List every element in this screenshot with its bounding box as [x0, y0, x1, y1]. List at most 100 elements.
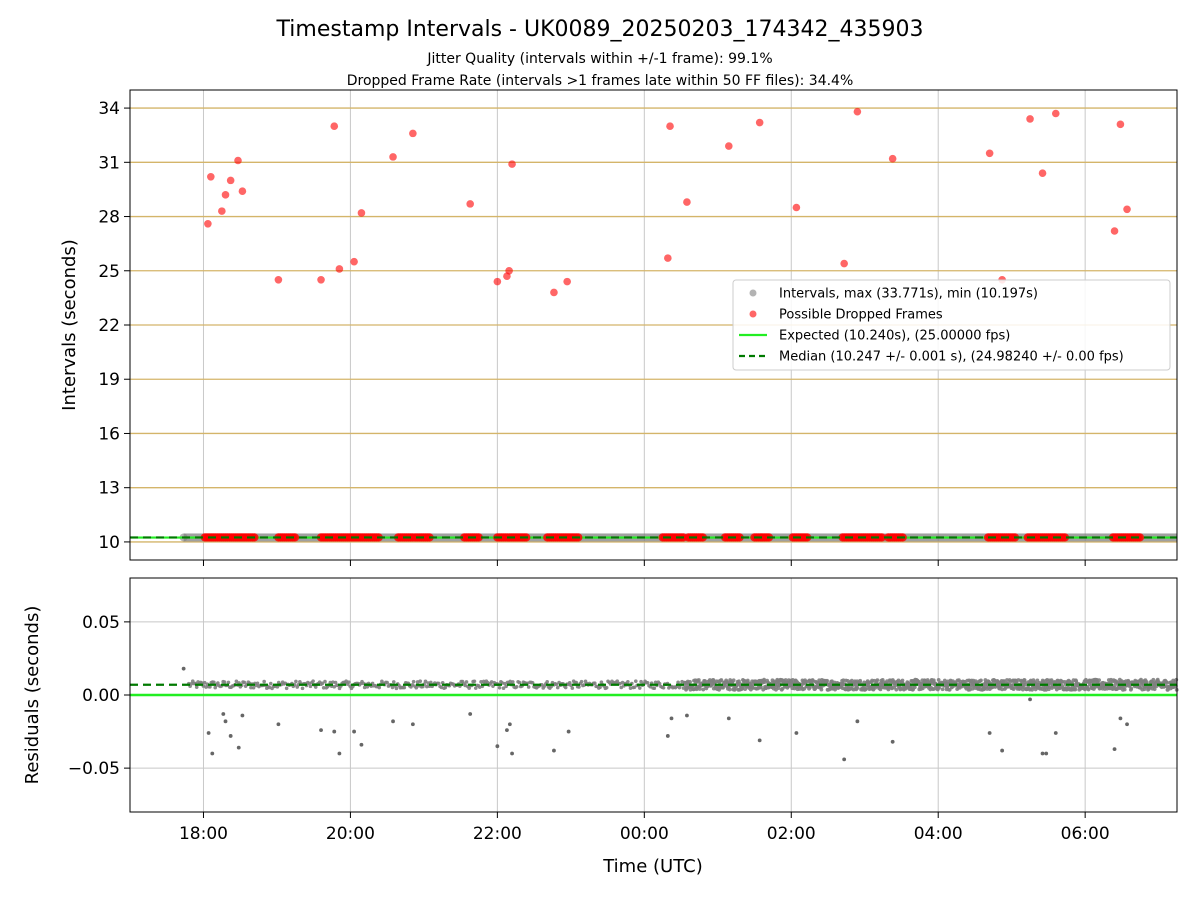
residual-point	[226, 680, 231, 685]
residual-point	[637, 686, 642, 690]
residual-point	[1151, 677, 1156, 682]
residual-point	[323, 679, 327, 684]
residual-point	[212, 680, 216, 685]
residual-point	[1129, 686, 1134, 691]
residual-point	[554, 682, 559, 687]
top-plot: 10 13 16 19 22 25 28 31 34 Intervals, max (33.771…	[98, 89, 1178, 566]
residual-point	[1112, 683, 1117, 688]
dropped-frame-point	[683, 198, 691, 206]
dropped-frame-point	[1051, 109, 1060, 118]
residual-point	[514, 684, 519, 689]
legend-label: Intervals, max (33.771s), min (10.197s)	[779, 287, 1038, 302]
residual-point	[1174, 677, 1179, 682]
residual-point	[222, 680, 227, 684]
dropped-frame-point	[735, 533, 744, 542]
residual-point	[1164, 680, 1169, 685]
top-y-tick-label: 22	[98, 316, 120, 336]
dropped-frame-point	[664, 254, 672, 262]
residual-outlier-point	[181, 666, 186, 671]
residual-point	[633, 679, 638, 683]
residual-point	[894, 687, 899, 692]
residual-point	[365, 685, 370, 689]
bottom-x-tick-label: 00:00	[620, 824, 669, 844]
residual-point	[900, 678, 905, 683]
dropped-frame-point	[204, 219, 212, 228]
residual-point	[234, 679, 239, 684]
top-y-tick-label: 19	[98, 370, 120, 390]
residual-outlier-point	[352, 729, 356, 734]
residual-point	[676, 680, 680, 685]
chart-subtitle-dropped: Dropped Frame Rate (intervals >1 frames …	[347, 73, 854, 89]
residual-point	[563, 685, 568, 690]
residual-point	[858, 678, 863, 683]
dropped-frame-point	[755, 118, 764, 127]
residual-point	[819, 687, 824, 692]
residual-outlier-point	[206, 731, 211, 735]
residual-outlier-point	[794, 731, 799, 735]
residual-point	[411, 679, 416, 684]
dropped-frame-point	[1123, 205, 1131, 214]
residual-point	[328, 680, 333, 685]
residual-point	[652, 686, 657, 691]
residual-point	[912, 685, 917, 690]
residual-point	[391, 680, 396, 684]
residual-point	[262, 679, 266, 684]
residual-point	[294, 679, 298, 684]
legend-label: Expected (10.240s), (25.00000 fps)	[779, 329, 1010, 344]
residual-point	[661, 685, 666, 690]
dropped-frame-point	[505, 266, 513, 275]
top-y-tick-label: 31	[98, 153, 120, 173]
residual-point	[855, 686, 860, 690]
residual-point	[931, 678, 936, 683]
residual-point	[249, 685, 253, 690]
residual-point	[1005, 678, 1009, 682]
residual-outlier-point	[842, 757, 847, 762]
residual-point	[592, 681, 597, 685]
residual-point	[331, 680, 335, 684]
residual-point	[745, 678, 750, 683]
residual-point	[311, 679, 315, 683]
dropped-frame-point	[290, 533, 300, 542]
residual-point	[464, 680, 469, 684]
top-y-tick-label: 25	[98, 262, 120, 282]
dropped-frame-point	[666, 122, 674, 130]
residual-outlier-point	[359, 742, 364, 747]
residual-outlier-point	[757, 738, 762, 743]
residual-point	[701, 687, 706, 692]
residual-point	[598, 685, 602, 690]
residual-point	[626, 679, 630, 684]
dropped-frame-point	[466, 200, 474, 208]
residual-point	[619, 685, 624, 690]
residual-point	[414, 685, 419, 690]
residual-point	[300, 686, 305, 691]
residual-point	[436, 681, 441, 686]
residual-outlier-point	[1118, 716, 1123, 721]
dropped-frame-point	[840, 259, 848, 268]
dropped-frame-point	[508, 160, 516, 168]
bottom-x-tick-label: 22:00	[473, 824, 522, 844]
dropped-frame-point	[409, 129, 417, 138]
dropped-frame-point	[207, 172, 215, 181]
residual-point	[385, 680, 389, 685]
residual-point	[1144, 680, 1149, 684]
bottom-plot-frame	[129, 577, 1178, 813]
dropped-frame-point	[274, 276, 283, 284]
residual-outlier-point	[1125, 722, 1129, 727]
residual-point	[202, 680, 207, 685]
top-y-tick-label: 10	[98, 533, 120, 553]
residual-outlier-point	[1044, 751, 1049, 756]
residual-point	[864, 687, 868, 691]
residual-point	[255, 681, 260, 686]
residual-point	[936, 678, 941, 682]
residual-point	[390, 685, 395, 690]
residual-outlier-point	[510, 751, 514, 756]
residual-point	[418, 679, 423, 684]
residual-point	[423, 679, 428, 684]
residual-point	[937, 686, 941, 690]
top-y-tick-label: 34	[98, 99, 120, 119]
residual-point	[849, 678, 854, 683]
residual-point	[308, 684, 313, 689]
residual-point	[645, 680, 650, 685]
dropped-frame-point	[234, 156, 242, 165]
residual-point	[555, 685, 560, 690]
